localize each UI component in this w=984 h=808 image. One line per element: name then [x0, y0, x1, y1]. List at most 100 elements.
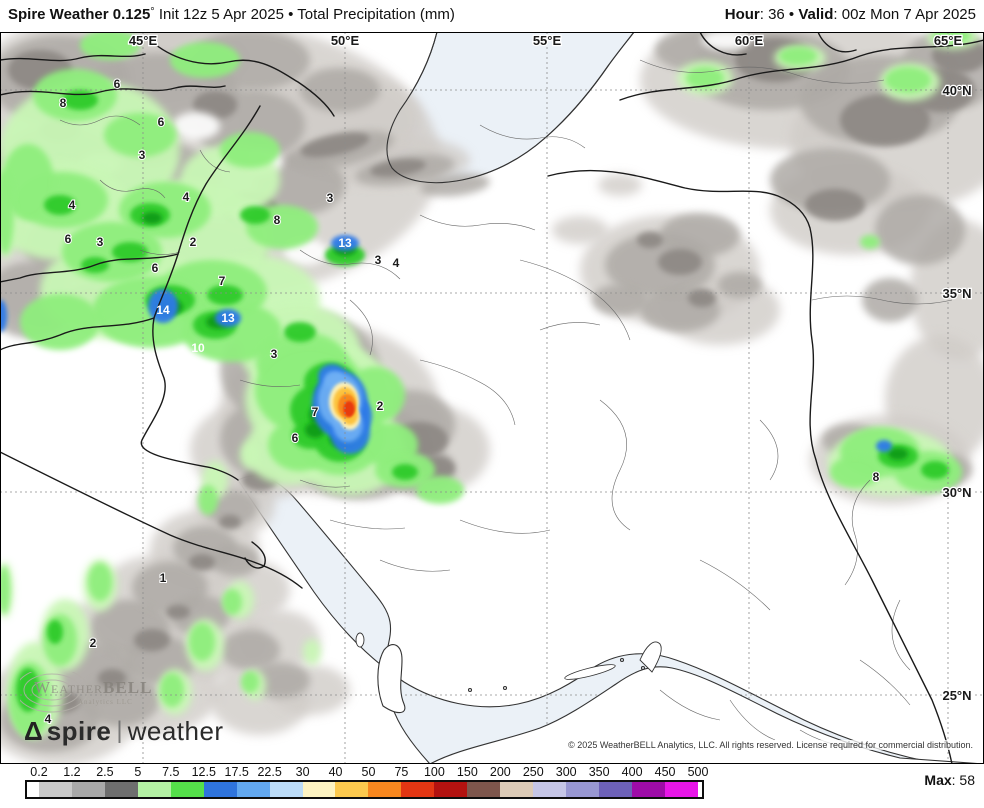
legend-tick-labels: 0.2 1.2 2.5 5 7.5 12.5 17.5 22.5 30 40 50 75 100 150 2… — [25, 765, 708, 779]
precip-blob — [0, 566, 10, 614]
precip-blob — [921, 461, 949, 479]
precip-blob — [370, 159, 426, 177]
legend-tick: 30 — [295, 765, 310, 779]
legend-tick: 150 — [456, 765, 478, 779]
arabia-coast — [429, 666, 984, 764]
precip-blob — [420, 173, 490, 197]
precip-blob — [189, 554, 215, 570]
legend-segment — [401, 782, 435, 797]
coastlines-borders — [355, 32, 984, 764]
legend-segment — [500, 782, 534, 797]
precip-blob — [166, 605, 190, 619]
map-value-label: 3 — [139, 148, 146, 162]
precip-blob — [170, 42, 240, 78]
logo-weather-text: weather — [127, 715, 224, 746]
max-value-readout: Max: 58 — [924, 772, 975, 788]
legend-segment — [137, 782, 171, 797]
map-value-label: 3 — [375, 253, 382, 267]
header-bar: Spire Weather 0.125° Init 12z 5 Apr 2025… — [0, 0, 984, 32]
caspian-coast — [386, 32, 635, 184]
precip-blob — [112, 242, 148, 262]
map-value-label: 14 — [156, 303, 170, 317]
map-value-label: 4 — [183, 190, 190, 204]
legend-segment — [533, 782, 566, 797]
precip-blob — [172, 112, 220, 140]
island-dot — [640, 665, 646, 671]
forecast-valid-time: Hour: 36 • Valid: 00z Mon 7 Apr 2025 — [724, 6, 976, 23]
legend-segment — [631, 782, 665, 797]
map-value-label: 13 — [338, 236, 352, 250]
bahrain-island — [355, 632, 365, 648]
legend-tick: 12.5 — [191, 765, 216, 779]
precip-blob — [88, 563, 112, 601]
precip-blob — [885, 67, 931, 93]
precip-blob — [62, 90, 98, 110]
legend: 0.2 1.2 2.5 5 7.5 12.5 17.5 22.5 30 40 50 75 100 150 2… — [0, 764, 984, 808]
map-value-label: 8 — [60, 96, 67, 110]
precip-blob — [300, 132, 370, 158]
coordinate-label: 30°N — [942, 485, 971, 500]
legend-tick: 2.5 — [96, 765, 114, 779]
map-value-label: 3 — [271, 347, 278, 361]
legend-segment — [302, 782, 336, 797]
island-dot — [467, 687, 473, 693]
precip-blob — [80, 674, 160, 726]
precip-blob — [240, 206, 270, 224]
legend-segment — [467, 782, 501, 797]
legend-segment — [664, 782, 698, 797]
legend-tick: 400 — [621, 765, 643, 779]
precip-blob — [16, 668, 40, 712]
coordinate-label: 60°E — [735, 33, 764, 48]
map-value-label: 13 — [221, 311, 235, 325]
precip-blob — [598, 174, 642, 196]
map-value-label: 8 — [873, 470, 880, 484]
logo-spire-text: spire — [46, 715, 112, 746]
legend-segment — [203, 782, 237, 797]
precip-blob — [658, 249, 702, 275]
legend-tick: 7.5 — [162, 765, 180, 779]
map-value-label: 3 — [327, 191, 334, 205]
coordinate-label: 35°N — [942, 286, 971, 301]
spire-triangle-icon: Δ — [24, 716, 43, 746]
legend-segment — [39, 782, 72, 797]
legend-tick: 350 — [588, 765, 610, 779]
precip-blob — [392, 464, 418, 480]
legend-tick: 0.2 — [30, 765, 48, 779]
legend-tick: 200 — [489, 765, 511, 779]
map-value-label: 6 — [65, 232, 72, 246]
precipitation-layer — [0, 32, 984, 764]
map-value-label: 2 — [377, 399, 384, 413]
precip-blob — [805, 189, 865, 221]
legend-segment — [434, 782, 468, 797]
precip-blob — [830, 456, 880, 488]
island-dot — [502, 685, 508, 691]
map-value-label: 4 — [69, 198, 76, 212]
map-subtitle: Init 12z 5 Apr 2025 • Total Precipitatio… — [154, 6, 455, 23]
legend-tick: 75 — [394, 765, 409, 779]
precip-blob — [284, 322, 316, 342]
coordinate-labels: 45°E 50°E 55°E 60°E 65°E 40°N 35°N 30°N 25°N — [128, 32, 973, 704]
precip-blob — [779, 47, 817, 65]
precip-blob — [206, 490, 258, 526]
precip-blob — [303, 639, 321, 665]
max-value: : 58 — [951, 772, 975, 788]
precip-blob — [220, 132, 280, 168]
legend-tick: 40 — [328, 765, 343, 779]
precip-blob — [862, 278, 918, 322]
map-value-label: 1 — [160, 571, 167, 585]
legend-tick: 100 — [423, 765, 445, 779]
precip-blob — [80, 32, 140, 60]
map-value-label: 6 — [158, 115, 165, 129]
precip-blob — [770, 148, 890, 212]
precip-blob — [552, 216, 608, 244]
map-value-label: 8 — [274, 213, 281, 227]
qatar-peninsula — [377, 644, 406, 714]
map-value-label: 4 — [45, 712, 52, 726]
legend-segment — [170, 782, 204, 797]
precip-blob — [220, 630, 280, 670]
precip-blob — [241, 671, 259, 693]
precip-blob — [888, 448, 908, 460]
map-value-label: 7 — [219, 274, 226, 288]
